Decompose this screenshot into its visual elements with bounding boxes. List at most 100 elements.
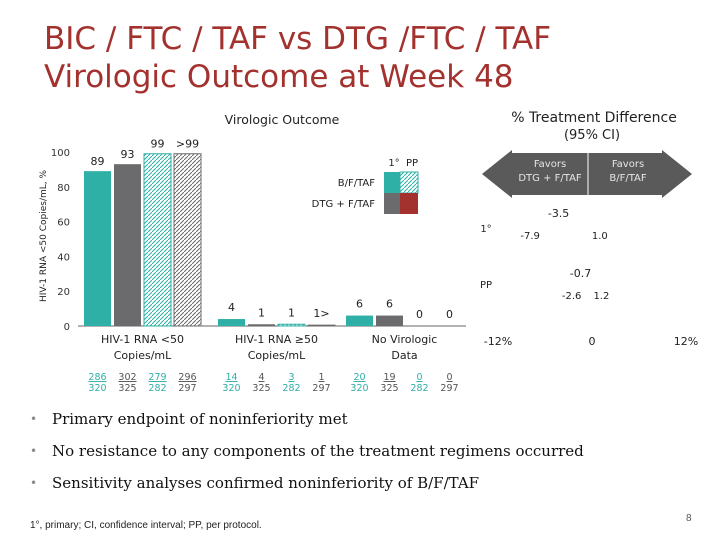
group-label-line-2: Data	[391, 349, 417, 362]
count-labels: 2863203023252792822962971432043253282129…	[88, 372, 458, 394]
y-tick-label: 0	[64, 322, 70, 333]
count-denominator: 320	[350, 383, 368, 394]
count-denominator: 297	[440, 383, 458, 394]
bar-value-label: 93	[121, 148, 135, 161]
count-numerator: 302	[118, 372, 136, 383]
count-numerator: 20	[353, 372, 365, 383]
count-numerator: 3	[288, 372, 294, 383]
ci-upper-label: 1.0	[592, 231, 608, 242]
forest-x-tick-label: 0	[589, 335, 596, 348]
group-label-line-2: Copies/mL	[248, 349, 306, 362]
bar-bftaf-primary	[218, 319, 245, 326]
footnote: 1°, primary; CI, confidence interval; PP…	[30, 520, 262, 531]
count-denominator: 320	[88, 383, 106, 394]
count-denominator: 282	[148, 383, 166, 394]
favor-arrow	[482, 150, 692, 198]
y-tick-label: 100	[51, 148, 70, 159]
ci-lower-label: -7.9	[520, 231, 540, 242]
bar-value-label: 0	[416, 308, 423, 321]
bar-bftaf-pp	[277, 323, 306, 327]
y-axis-label: HIV-1 RNA <50 Copies/mL, %	[39, 170, 49, 303]
count-numerator: 0	[446, 372, 452, 383]
bullet-item: • Sensitivity analyses confirmed noninfer…	[30, 472, 690, 504]
count-denominator: 282	[410, 383, 428, 394]
count-numerator: 4	[258, 372, 264, 383]
forest-x-tick-label: -12%	[484, 335, 512, 348]
page-number: 8	[686, 513, 692, 524]
bars	[84, 153, 403, 327]
legend-swatch-bftaf-pp	[399, 171, 419, 194]
group-label-line-2: Copies/mL	[114, 349, 172, 362]
forest-title-line-2: (95% CI)	[564, 128, 620, 143]
charts-area: Virologic Outcome HIV-1 RNA <50 Copies/m…	[39, 110, 698, 394]
bullet-dot: •	[30, 444, 38, 458]
count-denominator: 297	[178, 383, 196, 394]
legend-swatch-bftaf-primary	[384, 172, 400, 193]
legend: 1° PP B/F/TAF DTG + F/TAF	[312, 158, 419, 214]
bar-value-label: >99	[176, 138, 199, 151]
count-numerator: 19	[383, 372, 395, 383]
legend-swatch-dtg-pp	[400, 193, 418, 214]
forest-row-label: PP	[480, 280, 492, 291]
y-tick-label: 40	[57, 252, 70, 263]
group-label-line-1: No Virologic	[372, 333, 438, 346]
bar-value-label: 89	[91, 155, 105, 168]
bar-dtg-primary	[376, 315, 403, 326]
bar-chart-title: Virologic Outcome	[225, 112, 340, 127]
bar-value-labels: 89 93 99 >99 4 1 1 1> 6 6 0 0	[91, 138, 454, 321]
count-numerator: 1	[318, 372, 324, 383]
bullet-item: • No resistance to any components of the …	[30, 440, 690, 472]
slide-title: BIC / FTC / TAF vs DTG /FTC / TAF Virolo…	[44, 20, 664, 96]
favors-dtg-line-1: Favors	[534, 159, 566, 170]
bar-bftaf-pp	[143, 153, 172, 327]
bar-value-label: 4	[228, 301, 235, 314]
bullet-dot: •	[30, 412, 38, 426]
bullet-text: Sensitivity analyses confirmed noninferi…	[52, 474, 480, 492]
bar-value-label: 6	[386, 298, 393, 311]
count-denominator: 282	[282, 383, 300, 394]
bar-value-label: 99	[151, 138, 165, 151]
forest-title-line-1: % Treatment Difference	[511, 110, 677, 126]
y-tick-label: 60	[57, 218, 70, 229]
group-label-line-1: HIV-1 RNA <50	[101, 333, 184, 346]
count-denominator: 325	[252, 383, 270, 394]
count-denominator: 320	[222, 383, 240, 394]
favors-bftaf-line-2: B/F/TAF	[609, 173, 647, 184]
bullet-text: Primary endpoint of noninferiority met	[52, 410, 348, 428]
bar-value-label: 1	[258, 306, 265, 319]
forest-x-tick-label: 12%	[674, 335, 698, 348]
count-numerator: 14	[225, 372, 237, 383]
group-label-line-1: HIV-1 RNA ≥50	[235, 333, 318, 346]
count-denominator: 325	[380, 383, 398, 394]
bullet-list: • Primary endpoint of noninferiority met …	[30, 408, 690, 504]
forest-row-label: 1°	[480, 224, 491, 235]
count-numerator: 0	[416, 372, 422, 383]
legend-primary-label: 1°	[388, 158, 399, 169]
count-denominator: 325	[118, 383, 136, 394]
bullet-item: • Primary endpoint of noninferiority met	[30, 408, 690, 440]
bar-value-label: 6	[356, 298, 363, 311]
bar-value-label: 1	[288, 306, 295, 319]
bullet-dot: •	[30, 476, 38, 490]
legend-dtg-label: DTG + F/TAF	[312, 199, 376, 210]
bullet-text: No resistance to any components of the t…	[52, 442, 584, 460]
bar-dtg-pp	[173, 153, 202, 327]
count-numerator: 279	[148, 372, 166, 383]
bar-dtg-pp	[307, 324, 336, 327]
y-axis-ticks: 0 20 40 60 80 100	[51, 148, 70, 333]
count-numerator: 296	[178, 372, 196, 383]
legend-pp-label: PP	[406, 158, 418, 169]
bar-value-label: 1>	[313, 307, 329, 320]
bar-chart: Virologic Outcome HIV-1 RNA <50 Copies/m…	[39, 112, 466, 394]
forest-plot: % Treatment Difference (95% CI) Favors D…	[480, 110, 698, 348]
title-line-1: BIC / FTC / TAF vs DTG /FTC / TAF	[44, 21, 552, 57]
bar-bftaf-primary	[84, 171, 111, 326]
count-denominator: 297	[312, 383, 330, 394]
group-labels: HIV-1 RNA <50 Copies/mL HIV-1 RNA ≥50 Copie…	[101, 333, 437, 362]
legend-bftaf-label: B/F/TAF	[338, 178, 376, 189]
estimate-label: -0.7	[570, 267, 591, 280]
count-numerator: 286	[88, 372, 106, 383]
favors-dtg-line-2: DTG + F/TAF	[518, 173, 582, 184]
forest-rows: 1° -7.9 1.0 -3.5 PP -2.6 1.2-0.7	[480, 207, 609, 302]
y-tick-label: 80	[57, 183, 70, 194]
